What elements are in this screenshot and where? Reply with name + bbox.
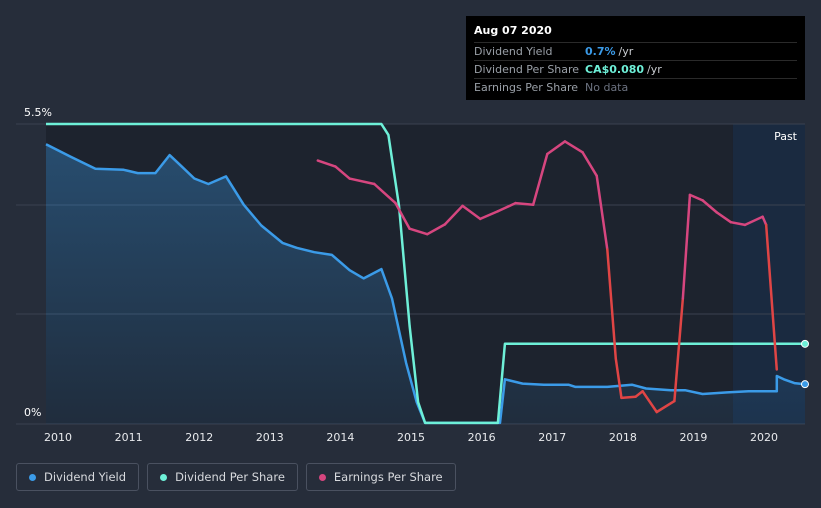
x-tick-label: 2010 xyxy=(44,431,72,444)
earnings-per-share-segment xyxy=(373,182,397,205)
tooltip-label: Earnings Per Share xyxy=(474,81,579,94)
earnings-per-share-segment xyxy=(394,201,411,230)
earnings-per-share-segment xyxy=(701,199,718,214)
earnings-per-share-segment xyxy=(764,223,779,371)
earnings-per-share-segment xyxy=(641,390,658,414)
tooltip-value: No data xyxy=(585,81,629,94)
earnings-per-share-segment xyxy=(443,204,464,226)
earnings-per-share-segment xyxy=(316,159,337,168)
axis-layer: Past 5.5% 0%2010 2011 2012 2013 2014 2015 2016 20… xyxy=(24,106,798,444)
earnings-per-share-segment xyxy=(408,227,429,236)
tooltip-unit: /yr xyxy=(618,45,634,58)
legend-dot-icon xyxy=(29,473,36,481)
tooltip-label: Dividend Per Share xyxy=(474,63,580,76)
tooltip-label: Dividend Yield xyxy=(474,45,553,58)
earnings-per-share-segment xyxy=(461,204,482,221)
earnings-per-share-segment xyxy=(681,193,692,300)
earnings-per-share-segment xyxy=(606,248,618,360)
earnings-per-share-segment xyxy=(531,152,549,206)
dividend-yield-line xyxy=(45,143,806,425)
earnings-per-share-segment xyxy=(546,140,567,156)
earnings-per-share-segment xyxy=(715,211,733,224)
legend-item-dividend-yield[interactable]: Dividend Yield xyxy=(16,463,140,491)
y-tick-label: 0% xyxy=(24,406,41,419)
earnings-per-share-segment xyxy=(761,215,768,227)
earnings-per-share-segment xyxy=(634,390,644,398)
legend-label: Earnings Per Share xyxy=(333,470,443,484)
past-label: Past xyxy=(774,130,798,143)
x-tick-label: 2012 xyxy=(185,431,213,444)
earnings-per-share-segment xyxy=(514,201,535,206)
legend-label: Dividend Yield xyxy=(44,470,127,484)
dividend-per-share-line xyxy=(46,122,805,425)
legend-dot-icon xyxy=(160,473,168,481)
legend: Dividend Yield Dividend Per Share Earnin… xyxy=(16,463,456,491)
legend-dot-icon xyxy=(318,473,326,481)
tooltip-date: Aug 07 2020 xyxy=(474,24,552,37)
x-tick-label: 2016 xyxy=(468,431,496,444)
earnings-per-share-segment xyxy=(620,395,637,400)
legend-item-dividend-per-share[interactable]: Dividend Per Share xyxy=(147,463,298,491)
tooltip-row-dividend-yield: Dividend Yield 0.7% /yr xyxy=(474,42,797,60)
y-tick-label: 5.5% xyxy=(24,106,52,119)
legend-label: Dividend Per Share xyxy=(175,470,285,484)
tooltip-value: 0.7% xyxy=(585,45,616,58)
earnings-per-share-segment xyxy=(348,177,376,186)
x-tick-label: 2020 xyxy=(750,431,778,444)
earnings-per-share-segment xyxy=(614,357,623,400)
dividend-yield-area xyxy=(46,144,805,424)
tooltip-panel: Aug 07 2020 Dividend Yield 0.7% /yr Divi… xyxy=(466,16,805,100)
earnings-per-share-segment xyxy=(688,193,704,202)
x-tick-label: 2014 xyxy=(326,431,354,444)
earnings-per-share-segment xyxy=(478,210,500,221)
x-tick-label: 2013 xyxy=(256,431,284,444)
earnings-per-share-segment xyxy=(729,220,747,227)
earnings-per-share-segment xyxy=(334,165,351,180)
earnings-per-share-segment xyxy=(426,223,447,236)
legend-item-earnings-per-share[interactable]: Earnings Per Share xyxy=(305,463,456,491)
dividend-per-share-end-point xyxy=(801,339,809,348)
earnings-per-share-segment xyxy=(743,215,764,227)
tooltip-unit: /yr xyxy=(647,63,662,76)
x-tick-label: 2015 xyxy=(397,431,425,444)
x-tick-label: 2017 xyxy=(538,431,566,444)
x-tick-label: 2019 xyxy=(679,431,707,444)
earnings-per-share-segment xyxy=(581,151,598,178)
tooltip-row-earnings-per-share: Earnings Per Share No data xyxy=(474,78,797,96)
series-layer xyxy=(45,122,809,425)
tooltip-row-dividend-per-share: Dividend Per Share CA$0.080 /yr xyxy=(474,60,797,78)
tooltip-value: CA$0.080 xyxy=(585,63,645,76)
x-tick-label: 2011 xyxy=(115,431,143,444)
dividend-yield-end-point xyxy=(801,380,809,389)
x-tick-label: 2018 xyxy=(609,431,637,444)
earnings-per-share-segment xyxy=(595,174,609,251)
earnings-per-share-segment xyxy=(496,201,517,213)
earnings-per-share-segment xyxy=(655,399,676,414)
earnings-per-share-segment xyxy=(673,297,685,403)
earnings-per-share-segment xyxy=(563,140,584,154)
